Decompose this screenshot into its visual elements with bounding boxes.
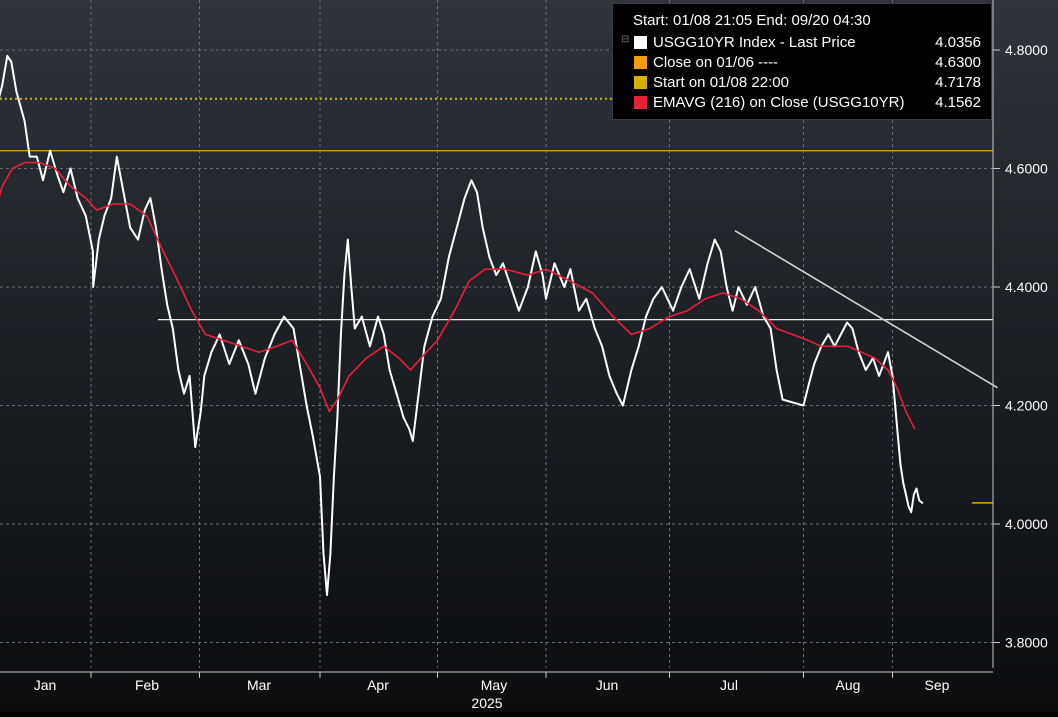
- ema-series-line: [0, 161, 916, 430]
- legend-label: EMAVG (216) on Close (USGG10YR): [653, 94, 905, 111]
- series-lines: [0, 54, 924, 597]
- x-tick-label: Feb: [135, 677, 159, 693]
- y-tick-label: 4.6000: [1005, 161, 1048, 177]
- legend-swatch-last-price: [634, 36, 647, 49]
- legend-item-start[interactable]: Start on 01/08 22:00 4.7178: [621, 73, 987, 93]
- legend-value: 4.7178: [935, 74, 981, 91]
- legend-label: Start on 01/08 22:00: [653, 74, 789, 91]
- legend-value: 4.6300: [935, 54, 981, 71]
- y-tick-label: 4.0000: [1005, 516, 1048, 532]
- legend-swatch-emavg: [634, 96, 647, 109]
- x-tick-label: Aug: [836, 677, 861, 693]
- y-tick-label: 4.4000: [1005, 279, 1048, 295]
- x-tick-label: Jul: [720, 677, 738, 693]
- legend-label: Close on 01/06 ----: [653, 54, 779, 71]
- legend: Start: 01/08 21:05 End: 09/20 04:30 ⊟ US…: [612, 3, 992, 120]
- legend-label: USGG10YR Index - Last Price: [653, 34, 856, 51]
- reference-lines: [0, 97, 998, 504]
- y-tick-label: 4.8000: [1005, 42, 1048, 58]
- x-axis-label: 2025: [471, 695, 502, 711]
- legend-header: Start: 01/08 21:05 End: 09/20 04:30: [633, 12, 871, 29]
- trendline: [734, 230, 998, 389]
- y-tick-label: 4.2000: [1005, 398, 1048, 414]
- x-tick-label: Mar: [247, 677, 271, 693]
- legend-swatch-close: [634, 56, 647, 69]
- legend-item-last-price[interactable]: ⊟ USGG10YR Index - Last Price 4.0356: [621, 33, 987, 53]
- x-tick-label: May: [481, 677, 507, 693]
- x-tick-label: Apr: [367, 677, 389, 693]
- x-tick-label: Jun: [596, 677, 619, 693]
- price-series-line: [0, 54, 924, 597]
- x-tick-label: Sep: [925, 677, 950, 693]
- legend-value: 4.0356: [935, 34, 981, 51]
- legend-item-close[interactable]: Close on 01/06 ---- 4.6300: [621, 53, 987, 73]
- legend-swatch-start: [634, 76, 647, 89]
- collapse-icon[interactable]: ⊟: [621, 34, 630, 45]
- x-tick-label: Jan: [34, 677, 57, 693]
- y-tick-label: 3.8000: [1005, 635, 1048, 651]
- legend-value: 4.1562: [935, 94, 981, 111]
- legend-item-emavg[interactable]: EMAVG (216) on Close (USGG10YR) 4.1562: [621, 93, 987, 113]
